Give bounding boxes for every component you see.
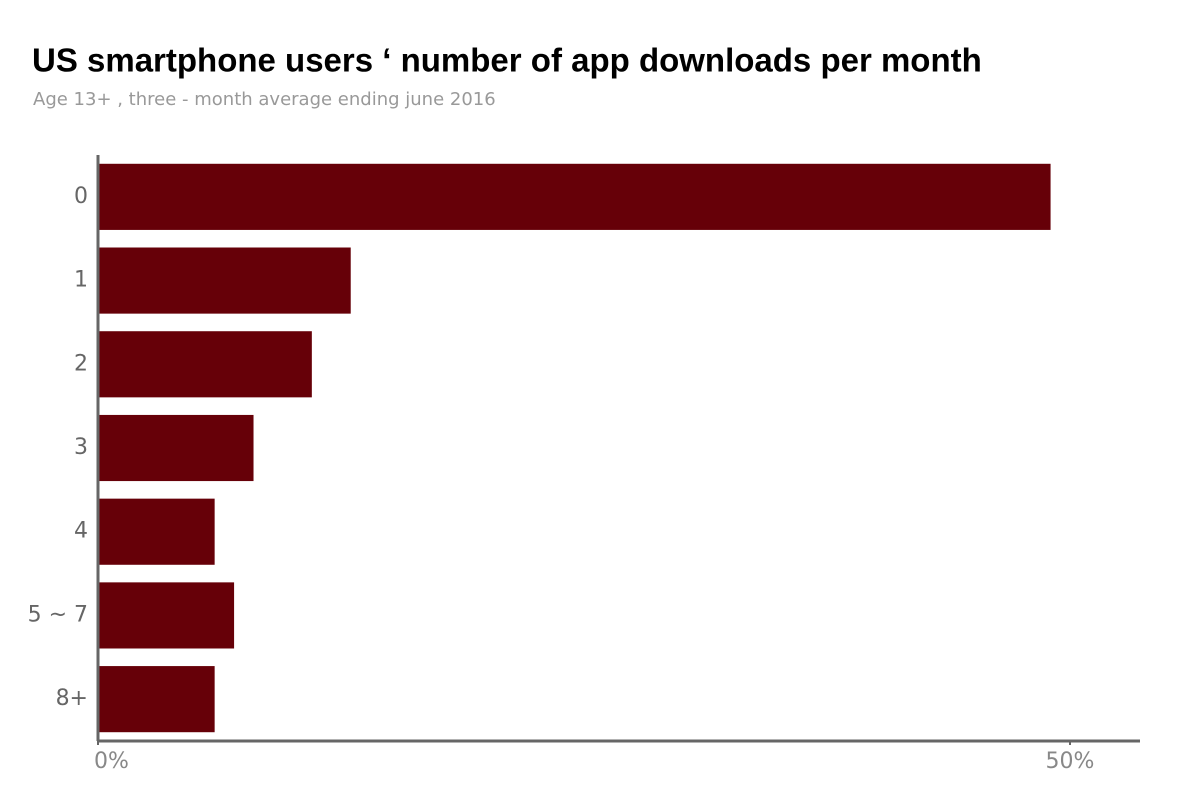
- y-tick-label: 8+: [56, 686, 88, 711]
- y-tick-label: 2: [74, 351, 88, 376]
- chart-title: US smartphone users ‘ number of app down…: [32, 42, 982, 79]
- bar: [98, 414, 254, 482]
- y-tick-label: 1: [74, 268, 88, 293]
- bar: [98, 247, 351, 314]
- y-tick-label: 4: [74, 519, 88, 544]
- y-tick-label: 3: [74, 435, 88, 460]
- bar: [98, 498, 215, 565]
- x-tick-label: 0%: [94, 749, 129, 774]
- bar: [98, 582, 235, 649]
- chart-subtitle: Age 13+ , three - month average ending j…: [33, 89, 496, 110]
- bar: [98, 331, 312, 398]
- y-tick-label: 0: [74, 184, 88, 209]
- y-tick-label: 5 ~ 7: [28, 602, 88, 627]
- x-tick-label: 50%: [1046, 749, 1095, 774]
- bar: [98, 163, 1051, 230]
- bar: [98, 666, 215, 733]
